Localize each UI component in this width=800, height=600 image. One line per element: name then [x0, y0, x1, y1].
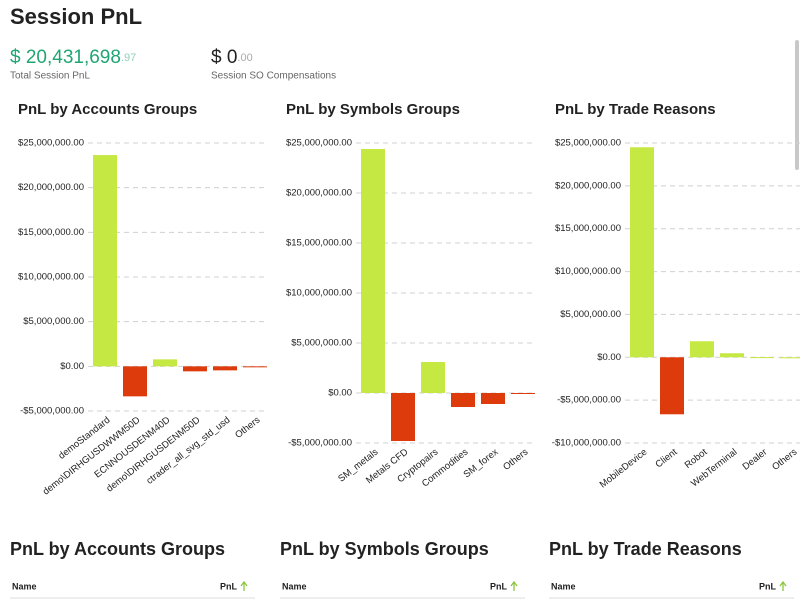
y-tick-label: $10,000,000.00: [555, 266, 621, 277]
y-tick-label: $5,000,000.00: [291, 338, 352, 349]
y-tick-label: $10,000,000.00: [286, 288, 352, 299]
y-tick-label: $0.00: [60, 361, 84, 372]
column-header: Name: [12, 581, 37, 591]
y-tick-label: $15,000,000.00: [286, 238, 352, 249]
y-tick-label: $25,000,000.00: [286, 138, 352, 149]
y-tick-label: -$5,000,000.00: [557, 395, 621, 406]
bar: [780, 357, 800, 359]
kpi-label: Session SO Compensations: [211, 71, 336, 82]
y-tick-label: $5,000,000.00: [560, 309, 621, 320]
y-tick-label: -$5,000,000.00: [20, 406, 84, 417]
kpi: $ 0.00: [211, 47, 253, 68]
bar: [481, 393, 505, 404]
x-tick-label: Client: [653, 446, 679, 470]
column-header: Name: [551, 581, 576, 591]
chart-title: PnL by Trade Reasons: [555, 101, 716, 118]
bar: [183, 366, 207, 372]
bar: [630, 147, 654, 358]
sort-icon: [779, 580, 787, 591]
x-tick-label: Others: [233, 415, 262, 441]
y-tick-label: $10,000,000.00: [18, 272, 84, 283]
bar: [243, 366, 267, 368]
bar: [361, 149, 385, 393]
column-header: Name: [282, 581, 307, 591]
y-tick-label: $20,000,000.00: [286, 188, 352, 199]
bar: [660, 357, 684, 415]
x-tick-label: Others: [501, 447, 530, 473]
bar: [213, 366, 237, 371]
kpi-decimals: .97: [121, 52, 136, 64]
page-title: Session PnL: [10, 4, 142, 29]
bar: [391, 393, 415, 441]
bar: [123, 366, 147, 397]
y-tick-label: $0.00: [597, 352, 621, 363]
y-tick-label: -$5,000,000.00: [288, 438, 352, 449]
y-tick-label: $0.00: [328, 388, 352, 399]
sort-icon: [240, 580, 248, 591]
y-tick-label: $20,000,000.00: [18, 182, 84, 193]
x-tick-label: Dealer: [741, 447, 770, 473]
bar: [511, 393, 535, 394]
column-header: PnL: [490, 581, 508, 591]
table-title: PnL by Symbols Groups: [280, 539, 489, 559]
bar: [690, 341, 714, 358]
scrollbar[interactable]: [795, 40, 799, 170]
y-tick-label: $5,000,000.00: [23, 316, 84, 327]
y-tick-label: $25,000,000.00: [555, 138, 621, 149]
bar: [720, 353, 744, 358]
bar: [153, 359, 177, 367]
sort-icon: [510, 580, 518, 591]
bar: [750, 357, 774, 359]
kpi-value: $ 20,431,698: [10, 47, 121, 68]
kpi-label: Total Session PnL: [10, 71, 90, 82]
kpi-value: $ 0: [211, 47, 237, 68]
kpi-decimals: .00: [237, 52, 252, 64]
bar: [451, 393, 475, 407]
y-tick-label: $25,000,000.00: [18, 138, 84, 149]
bar: [93, 155, 117, 367]
table-title: PnL by Trade Reasons: [549, 539, 742, 559]
y-tick-label: $15,000,000.00: [555, 223, 621, 234]
bar: [421, 362, 445, 393]
table-title: PnL by Accounts Groups: [10, 539, 225, 559]
kpi: $ 20,431,698.97: [10, 47, 136, 68]
column-header: PnL: [759, 581, 777, 591]
y-tick-label: $20,000,000.00: [555, 180, 621, 191]
chart-title: PnL by Accounts Groups: [18, 101, 197, 118]
x-tick-label: Others: [770, 447, 799, 473]
x-tick-label: MobileDevice: [598, 447, 650, 491]
column-header: PnL: [220, 581, 238, 591]
chart-title: PnL by Symbols Groups: [286, 101, 460, 118]
y-tick-label: $15,000,000.00: [18, 227, 84, 238]
y-tick-label: -$10,000,000.00: [552, 438, 621, 449]
